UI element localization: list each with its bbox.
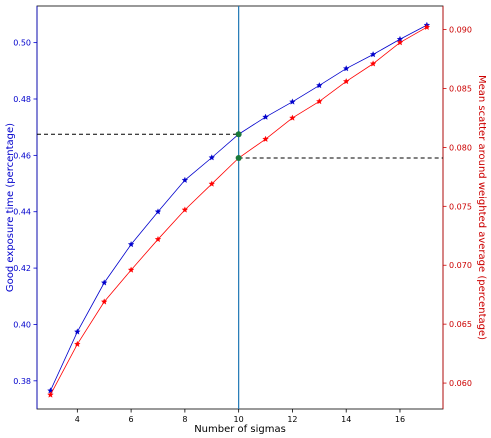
- right-y-axis-label: Mean scatter around weighted average (pe…: [476, 75, 487, 340]
- plot-area: 4 6 8 10 12 14 16 0.38 0.40 0.42 0.44 0.46 0.48 0.50 0…: [5, 5, 487, 435]
- series-0-point: [342, 65, 350, 72]
- series-1-point: [208, 180, 215, 187]
- x-tick-label: 16: [395, 415, 405, 424]
- series-0-point: [74, 328, 81, 335]
- series-1-point: [342, 78, 350, 85]
- series-1-point: [127, 266, 135, 273]
- x-tick-label: 12: [287, 415, 297, 424]
- series-1-point: [181, 206, 189, 213]
- series-0-point: [101, 279, 108, 286]
- series-1-point: [101, 298, 108, 305]
- series-0-point: [369, 51, 377, 58]
- left-intersection-marker: [235, 131, 242, 138]
- series-1-point: [316, 98, 323, 105]
- left-y-tick-label: 0.50: [13, 39, 31, 48]
- series-0-point: [208, 154, 215, 161]
- right-y-tick-label: 0.085: [449, 84, 472, 93]
- right-y-tick-label: 0.065: [449, 320, 472, 329]
- series-0-point: [181, 176, 189, 183]
- series-0-point: [154, 208, 162, 215]
- right-y-tick-label: 0.060: [449, 379, 472, 388]
- right-y-tick-label: 0.070: [449, 261, 472, 270]
- x-axis-label: Number of sigmas: [194, 424, 286, 435]
- right-y-tick-label: 0.080: [449, 143, 472, 152]
- right-y-tick-label: 0.090: [449, 26, 472, 35]
- x-tick-label: 10: [234, 415, 244, 424]
- right-y-tick-label: 0.075: [449, 202, 472, 211]
- series-1-point: [262, 135, 269, 142]
- left-y-tick-label: 0.48: [13, 95, 31, 104]
- left-y-tick-label: 0.42: [13, 264, 31, 273]
- series-0-point: [316, 82, 323, 89]
- series-1-point: [47, 391, 54, 398]
- series-0-point: [262, 113, 269, 120]
- x-tick-label: 8: [182, 415, 187, 424]
- x-tick-label: 14: [341, 415, 351, 424]
- right-intersection-marker: [235, 155, 242, 162]
- series-0-point: [289, 98, 296, 105]
- series-1-point: [396, 39, 404, 46]
- series-0-point: [127, 241, 135, 248]
- series-1-point: [423, 23, 431, 30]
- left-y-axis-label: Good exposure time (percentage): [5, 123, 16, 292]
- left-y-tick-label: 0.38: [13, 377, 31, 386]
- series-1-point: [74, 340, 81, 347]
- series-1-point: [369, 60, 377, 67]
- plot-frame: [36, 5, 444, 410]
- series-1-point: [154, 235, 162, 243]
- x-tick-label: 4: [75, 415, 80, 424]
- left-y-tick-label: 0.46: [13, 151, 31, 160]
- x-tick-label: 6: [129, 415, 134, 424]
- series-1-point: [289, 114, 296, 121]
- left-y-tick-label: 0.40: [13, 320, 31, 329]
- left-y-tick-label: 0.44: [13, 208, 31, 217]
